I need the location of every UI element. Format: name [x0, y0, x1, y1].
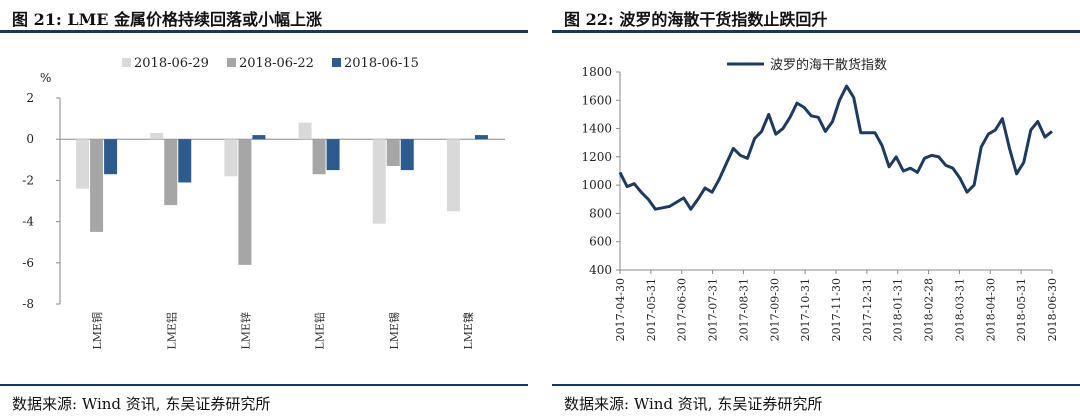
legend-label-bdi: 波罗的海干散货指数	[770, 57, 887, 73]
y-tick-label: 1200	[581, 150, 612, 164]
bdi-series-line	[618, 84, 1053, 211]
y-tick-label: 1600	[581, 93, 612, 107]
y-tick-label: 600	[589, 235, 612, 249]
bar-LME锡-2018-06-22	[386, 139, 400, 166]
bar-LME锡-2018-06-15	[400, 139, 414, 171]
x-tick-label: 2018-02-28	[923, 278, 936, 341]
right-title-rule	[552, 30, 1080, 33]
x-tick-label: 2017-11-30	[830, 278, 843, 341]
y-tick-label: 1000	[581, 178, 612, 192]
bar-LME铝-2018-06-15	[178, 139, 192, 183]
x-tick-label: 2017-07-31	[707, 278, 720, 341]
category-label-LME锌: LME锌	[238, 312, 252, 350]
x-tick-label: 2017-06-30	[676, 278, 689, 341]
y-tick-label: 2	[26, 91, 34, 105]
right-figure-panel: 图 22: 波罗的海散干货指数止跌回升 波罗的海干散货指数 1800 1600 140…	[552, 0, 1080, 418]
y-tick-label: -4	[22, 215, 34, 229]
left-title-rule	[0, 30, 528, 33]
metal-price-bar-chart: 2018-06-29 2018-06-22 2018-06-15% 2 0 -2 -4 -6 -…	[22, 56, 505, 350]
bar-LME镍-2018-06-29	[446, 139, 460, 212]
x-tick-label: 2017-04-30	[614, 278, 627, 341]
x-tick-label: 2017-12-31	[861, 278, 874, 341]
bar-LME铜-2018-06-22	[90, 139, 104, 232]
legend-swatch-2018-06-15	[332, 58, 341, 67]
x-tick-label: 2018-06-30	[1046, 278, 1059, 341]
legend-label-2018-06-15: 2018-06-15	[344, 56, 419, 71]
right-figure-title: 图 22: 波罗的海散干货指数止跌回升	[564, 10, 828, 29]
category-label-LME铜: LME铜	[90, 312, 104, 350]
y-tick-label: -2	[22, 173, 34, 187]
category-label-LME锡: LME锡	[387, 312, 401, 350]
y-tick-label: -6	[22, 256, 34, 270]
y-tick-label: 400	[589, 263, 612, 277]
y-tick-label: -8	[22, 297, 34, 311]
bar-LME铝-2018-06-22	[164, 139, 178, 206]
bar-LME锡-2018-06-29	[372, 139, 386, 224]
legend-label-2018-06-29: 2018-06-29	[134, 56, 209, 71]
y-tick-label: 0	[26, 132, 34, 146]
y-tick-label: 800	[589, 206, 612, 220]
x-tick-label: 2017-10-31	[799, 278, 812, 341]
legend-swatch-2018-06-22	[227, 58, 236, 67]
category-label-LME镍: LME镍	[461, 312, 475, 350]
x-tick-label: 2017-08-31	[737, 278, 750, 341]
bdi-line-chart: 波罗的海干散货指数1800160014001200100080060040020…	[581, 57, 1059, 341]
bar-LME镍-2018-06-22	[460, 139, 474, 140]
left-bottom-rule	[0, 384, 528, 386]
y-axis-unit-label: %	[40, 71, 51, 85]
bar-LME铅-2018-06-29	[298, 122, 312, 140]
bar-LME铜-2018-06-29	[76, 139, 90, 189]
y-tick-label: 1400	[581, 122, 612, 136]
x-tick-label: 2017-09-30	[768, 278, 781, 341]
bar-LME铅-2018-06-15	[326, 139, 340, 171]
bar-LME镍-2018-06-15	[474, 135, 488, 140]
left-figure-title: 图 21: LME 金属价格持续回落或小幅上涨	[12, 10, 323, 29]
y-tick-label: 1800	[581, 65, 612, 79]
bar-LME锌-2018-06-29	[224, 139, 238, 177]
x-tick-label: 2018-04-30	[984, 278, 997, 341]
bar-LME铝-2018-06-29	[150, 133, 164, 140]
legend-swatch-2018-06-29	[122, 58, 131, 67]
x-tick-label: 2017-05-31	[645, 278, 658, 341]
category-label-LME铅: LME铅	[313, 312, 327, 350]
x-tick-label: 2018-03-31	[953, 278, 966, 341]
bar-LME锌-2018-06-15	[252, 135, 266, 140]
right-source-note: 数据来源: Wind 资讯, 东吴证券研究所	[564, 395, 823, 413]
right-bottom-rule	[552, 384, 1080, 386]
left-source-note: 数据来源: Wind 资讯, 东吴证券研究所	[12, 395, 271, 413]
x-tick-label: 2018-05-31	[1015, 278, 1028, 341]
left-figure-panel: 图 21: LME 金属价格持续回落或小幅上涨 2018-06-29 2018-0…	[0, 0, 528, 418]
bar-LME锌-2018-06-22	[238, 139, 252, 265]
category-label-LME铝: LME铝	[164, 312, 178, 350]
bar-LME铜-2018-06-15	[104, 139, 118, 175]
legend-label-2018-06-22: 2018-06-22	[239, 56, 314, 71]
bar-LME铅-2018-06-22	[312, 139, 326, 175]
x-tick-label: 2018-01-31	[892, 278, 905, 341]
